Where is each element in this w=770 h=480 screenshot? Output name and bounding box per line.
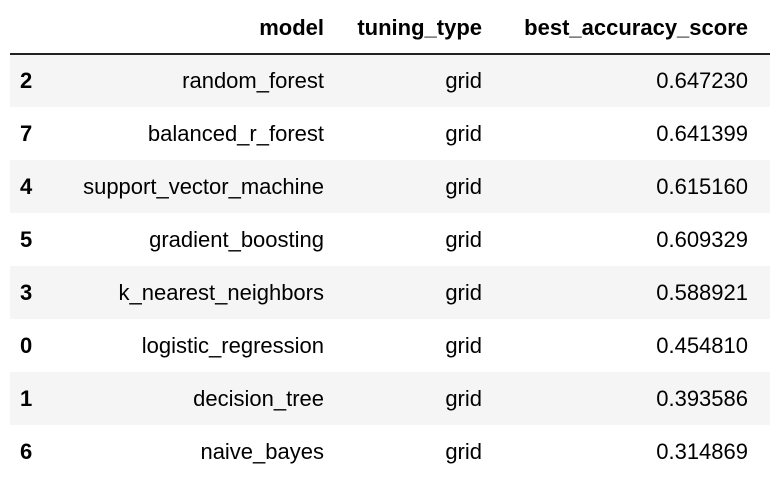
tuning-type-header: tuning_type xyxy=(336,0,494,55)
table-row: 3 k_nearest_neighbors grid 0.588921 xyxy=(10,266,770,319)
table-row: 5 gradient_boosting grid 0.609329 xyxy=(10,213,770,266)
model-cell: naive_bayes xyxy=(200,438,324,464)
row-index: 1 xyxy=(20,385,33,411)
tuning-type-cell: grid xyxy=(445,226,482,252)
model-cell: support_vector_machine xyxy=(83,173,324,199)
tuning-type-cell: grid xyxy=(445,332,482,358)
model-cell: logistic_regression xyxy=(141,332,324,358)
tuning-type-cell: grid xyxy=(445,68,482,93)
table-header-row: model tuning_type best_accuracy_score xyxy=(10,0,770,55)
tuning-type-cell: grid xyxy=(445,279,482,305)
row-index: 2 xyxy=(20,68,33,93)
tuning-type-cell: grid xyxy=(445,120,482,146)
model-cell: k_nearest_neighbors xyxy=(118,279,324,305)
model-cell: balanced_r_forest xyxy=(147,120,324,146)
row-index: 6 xyxy=(20,438,33,464)
model-header: model xyxy=(54,0,336,55)
tuning-type-cell: grid xyxy=(445,385,482,411)
best-accuracy-score-header: best_accuracy_score xyxy=(494,0,770,55)
index-header xyxy=(10,0,54,55)
table-row: 7 balanced_r_forest grid 0.641399 xyxy=(10,107,770,160)
score-cell: 0.314869 xyxy=(656,438,748,464)
model-cell: decision_tree xyxy=(193,385,324,411)
table-row: 4 support_vector_machine grid 0.615160 xyxy=(10,160,770,213)
table-row: 2 random_forest grid 0.647230 xyxy=(10,54,770,107)
model-cell: random_forest xyxy=(182,68,324,93)
score-cell: 0.641399 xyxy=(656,120,748,146)
score-cell: 0.609329 xyxy=(656,226,748,252)
table-row: 6 naive_bayes grid 0.314869 xyxy=(10,425,770,478)
score-cell: 0.454810 xyxy=(656,332,748,358)
results-table: model tuning_type best_accuracy_score 2 … xyxy=(10,0,770,478)
tuning-type-cell: grid xyxy=(445,173,482,199)
row-index: 3 xyxy=(20,279,33,305)
tuning-type-cell: grid xyxy=(445,438,482,464)
row-index: 7 xyxy=(20,120,33,146)
score-cell: 0.588921 xyxy=(656,279,748,305)
table-row: 0 logistic_regression grid 0.454810 xyxy=(10,319,770,372)
table-row: 1 decision_tree grid 0.393586 xyxy=(10,372,770,425)
row-index: 0 xyxy=(20,332,33,358)
score-cell: 0.615160 xyxy=(656,173,748,199)
row-index: 4 xyxy=(20,173,33,199)
score-cell: 0.647230 xyxy=(656,68,748,93)
score-cell: 0.393586 xyxy=(656,385,748,411)
model-cell: gradient_boosting xyxy=(149,226,324,252)
row-index: 5 xyxy=(20,226,33,252)
